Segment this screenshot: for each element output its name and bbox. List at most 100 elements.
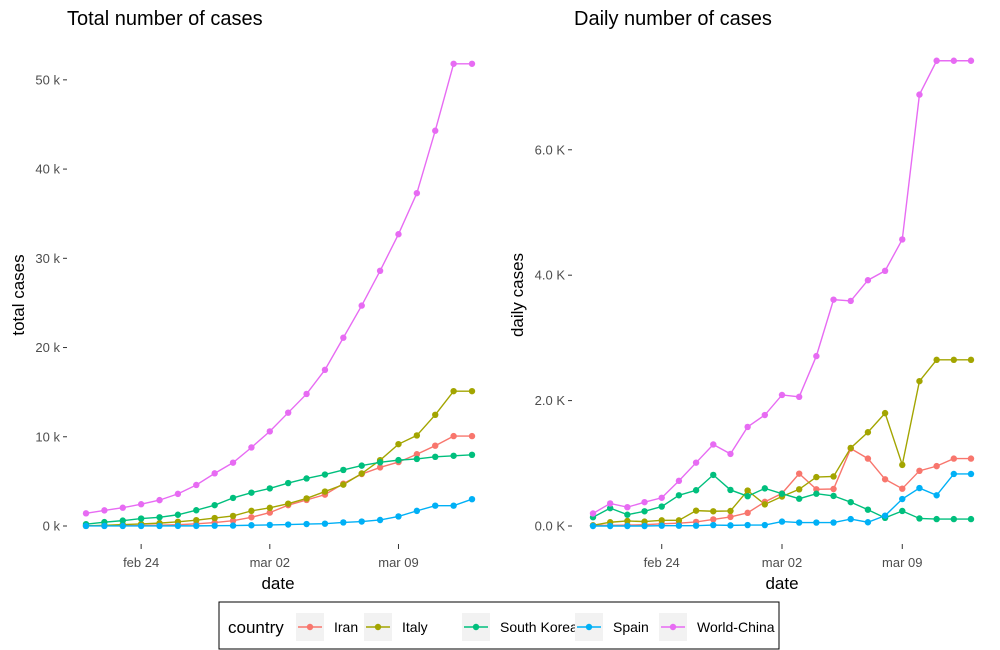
y-tick-label-total-2: 20 k — [35, 340, 60, 355]
y-tick-label-total-4: 40 k — [35, 162, 60, 177]
point-daily-spain-19 — [916, 484, 923, 492]
point-daily-south-korea-5 — [675, 492, 683, 499]
y-tick-label-total-5: 50 k — [35, 72, 60, 87]
point-daily-south-korea-10 — [761, 485, 769, 492]
point-daily-spain-2 — [624, 522, 631, 530]
point-total-south-korea-16 — [376, 459, 384, 466]
point-daily-spain-14 — [830, 519, 837, 526]
series-line-daily-spain — [593, 473, 971, 527]
legend-key-point-south-korea — [472, 623, 480, 631]
point-total-spain-6 — [193, 522, 200, 530]
point-total-world-china-20 — [450, 60, 457, 67]
point-total-south-korea-18 — [413, 455, 421, 463]
point-total-italy-11 — [284, 500, 292, 507]
point-daily-world-china-10 — [761, 411, 769, 419]
point-daily-spain-20 — [933, 492, 940, 499]
point-daily-italy-17 — [881, 409, 889, 417]
legend-label-world-china: World-China — [697, 619, 775, 635]
point-total-south-korea-7 — [211, 501, 218, 509]
point-daily-iran-9 — [744, 509, 751, 517]
point-daily-spain-1 — [606, 522, 614, 530]
point-total-spain-13 — [321, 520, 329, 527]
point-total-iran-19 — [432, 442, 439, 449]
x-tick-label-daily-1: mar 02 — [762, 555, 802, 570]
point-total-spain-3 — [137, 522, 145, 530]
point-daily-italy-13 — [813, 473, 820, 481]
point-daily-world-china-6 — [692, 459, 700, 466]
point-daily-spain-11 — [778, 518, 786, 525]
point-total-spain-15 — [358, 518, 365, 525]
point-total-world-china-18 — [413, 189, 421, 197]
point-daily-south-korea-18 — [899, 507, 906, 515]
point-total-south-korea-20 — [450, 452, 457, 459]
point-daily-south-korea-11 — [778, 490, 786, 497]
point-daily-iran-8 — [727, 513, 734, 521]
point-daily-world-china-22 — [967, 57, 975, 64]
point-total-italy-9 — [248, 507, 255, 515]
point-daily-iran-16 — [864, 455, 872, 462]
point-daily-south-korea-22 — [967, 515, 975, 523]
point-total-south-korea-11 — [284, 479, 292, 487]
point-daily-south-korea-14 — [830, 492, 837, 500]
point-daily-world-china-13 — [813, 352, 820, 360]
legend-label-iran: Iran — [334, 619, 358, 635]
point-daily-iran-19 — [916, 467, 923, 475]
point-total-south-korea-17 — [395, 456, 402, 464]
point-daily-italy-3 — [641, 518, 648, 525]
point-total-world-china-13 — [321, 366, 329, 374]
point-daily-world-china-19 — [916, 91, 923, 98]
point-daily-world-china-2 — [624, 503, 631, 511]
point-daily-south-korea-3 — [641, 508, 648, 515]
point-daily-south-korea-20 — [933, 515, 940, 523]
point-daily-spain-22 — [967, 470, 975, 478]
legend-label-italy: Italy — [402, 619, 428, 635]
point-daily-italy-20 — [933, 356, 940, 364]
point-daily-world-china-0 — [589, 510, 597, 517]
point-daily-spain-9 — [744, 521, 751, 529]
point-daily-iran-12 — [795, 470, 803, 477]
point-total-south-korea-9 — [248, 489, 255, 496]
y-tick-label-daily-0: 0.0 K — [535, 519, 566, 534]
point-daily-south-korea-12 — [795, 495, 803, 502]
point-total-italy-13 — [321, 488, 329, 495]
point-daily-world-china-8 — [727, 450, 734, 458]
point-total-world-china-5 — [174, 490, 182, 498]
point-total-spain-5 — [174, 522, 182, 530]
series-line-total-south-korea — [85, 454, 473, 525]
point-total-spain-4 — [156, 522, 163, 530]
series-line-daily-iran — [593, 447, 971, 527]
panel-total-cases: Total number of cases total cases date 0… — [9, 8, 476, 593]
point-daily-italy-10 — [761, 501, 769, 508]
y-tick-label-daily-1: 2.0 K — [535, 393, 566, 408]
point-daily-south-korea-6 — [692, 487, 700, 494]
legend-key-point-world-china — [669, 623, 677, 631]
point-total-spain-10 — [266, 521, 274, 529]
point-total-spain-20 — [450, 502, 457, 509]
point-total-spain-12 — [303, 520, 310, 528]
point-total-italy-19 — [432, 411, 439, 419]
point-daily-spain-6 — [692, 522, 700, 529]
point-total-world-china-3 — [137, 501, 145, 508]
point-daily-world-china-1 — [606, 500, 614, 507]
point-daily-spain-0 — [589, 522, 597, 530]
point-total-italy-21 — [468, 387, 476, 395]
point-daily-italy-8 — [727, 507, 734, 515]
point-daily-world-china-5 — [675, 477, 683, 485]
point-daily-world-china-17 — [881, 267, 889, 274]
series-line-total-spain — [86, 498, 473, 527]
point-total-italy-17 — [395, 440, 402, 448]
point-total-south-korea-3 — [137, 515, 145, 522]
y-tick-label-daily-2: 4.0 K — [535, 268, 566, 283]
point-daily-world-china-18 — [899, 236, 906, 243]
y-tick-label-total-1: 10 k — [35, 429, 60, 444]
point-total-world-china-6 — [193, 481, 200, 489]
point-daily-spain-16 — [864, 519, 872, 526]
x-tick-label-total-2: mar 09 — [378, 555, 418, 570]
legend-key-point-spain — [585, 623, 593, 631]
point-total-iran-9 — [248, 514, 255, 521]
point-total-south-korea-14 — [340, 466, 347, 474]
point-daily-world-china-15 — [847, 297, 854, 305]
point-total-iran-20 — [450, 432, 457, 440]
point-total-spain-18 — [413, 507, 421, 515]
point-total-world-china-15 — [358, 302, 365, 309]
